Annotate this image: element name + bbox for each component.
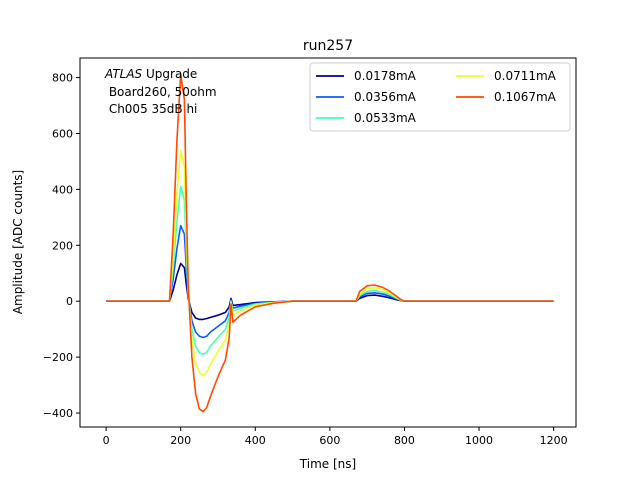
x-tick-label: 1200 [540, 434, 568, 447]
annotation-line-2: Board260, 50ohm [105, 85, 217, 99]
legend-box [309, 62, 571, 132]
chart-title: run257 [303, 38, 353, 54]
series-layer [106, 74, 554, 413]
x-tick-label: 400 [245, 434, 266, 447]
x-tick-label: 1000 [465, 434, 493, 447]
legend-label-1: 0.0356mA [354, 90, 417, 104]
series-line-4 [106, 74, 554, 413]
legend: 0.0178mA 0.0356mA 0.0533mA 0.0711mA 0.1067mA [309, 62, 571, 132]
legend-label-2: 0.0533mA [354, 111, 417, 125]
x-tick-label: 0 [103, 434, 110, 447]
x-axis: 0 200 400 600 800 1000 1200 [103, 427, 568, 447]
x-axis-label: Time [ns] [299, 457, 356, 471]
x-tick-label: 800 [394, 434, 415, 447]
y-tick-label: 0 [66, 295, 73, 308]
annotation-atlas-word: ATLAS [104, 67, 143, 81]
y-tick-label: 200 [52, 239, 73, 252]
annotation-upgrade-word: Upgrade [142, 67, 197, 81]
series-line-3 [106, 149, 554, 377]
y-axis-label: Amplitude [ADC counts] [11, 170, 25, 314]
y-tick-label: 800 [52, 72, 73, 85]
y-tick-label: 400 [52, 183, 73, 196]
x-tick-label: 600 [319, 434, 340, 447]
legend-label-0: 0.0178mA [354, 69, 417, 83]
y-tick-label: −200 [43, 351, 73, 364]
legend-label-4: 0.1067mA [494, 90, 557, 104]
y-tick-label: 600 [52, 127, 73, 140]
atlas-annotation: ATLAS Upgrade Board260, 50ohm Ch005 35dB… [104, 67, 217, 116]
y-tick-label: −400 [43, 407, 73, 420]
annotation-line-1: ATLAS Upgrade [104, 67, 197, 81]
series-line-2 [106, 185, 554, 356]
legend-label-3: 0.0711mA [494, 69, 557, 83]
y-axis: −400 −200 0 200 400 600 800 [43, 72, 80, 420]
x-tick-label: 200 [170, 434, 191, 447]
plot-frame [79, 57, 577, 428]
annotation-line-3: Ch005 35dB hi [105, 102, 197, 116]
